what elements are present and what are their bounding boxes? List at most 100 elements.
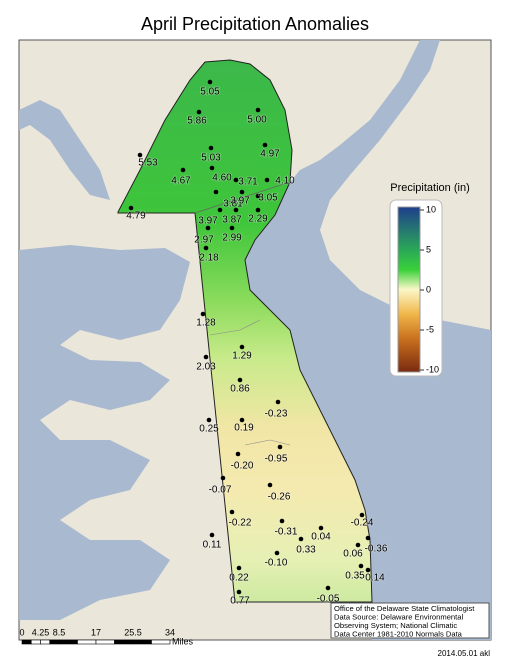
station-value: 0.22 xyxy=(229,573,249,584)
chesapeake-bay xyxy=(19,245,190,620)
station-value: -0.07 xyxy=(209,485,232,496)
station-value: 0.25 xyxy=(199,424,219,435)
station-dot xyxy=(355,542,361,548)
station-value: 0.35 xyxy=(345,571,365,582)
station-dot xyxy=(236,589,242,595)
station-value: -0.31 xyxy=(275,527,298,538)
station-dot xyxy=(255,107,261,113)
station-dot xyxy=(237,377,243,383)
station-dot xyxy=(229,225,235,231)
scale-segment xyxy=(95,639,115,645)
scale-label: 4.25 xyxy=(32,627,50,637)
station-dot xyxy=(203,354,209,360)
legend-tick-label: 10 xyxy=(426,204,436,214)
station-dot xyxy=(279,518,285,524)
station-dot xyxy=(264,177,270,183)
station-dot xyxy=(203,245,209,251)
station-value: -0.36 xyxy=(365,544,388,555)
delaware-bay xyxy=(245,40,491,640)
scale-label: 34 xyxy=(165,627,175,637)
station-value: 0.77 xyxy=(230,596,250,607)
station-value: 3.81 xyxy=(223,199,243,210)
station-value: 4.97 xyxy=(260,149,280,160)
station-dot xyxy=(255,207,261,213)
station-value: 3.97 xyxy=(198,216,218,227)
delaware xyxy=(117,59,373,603)
scale-label: 0 xyxy=(19,627,24,637)
station-value: -0.05 xyxy=(317,594,340,605)
river xyxy=(19,100,110,200)
scale-segment xyxy=(77,639,97,645)
station-dot xyxy=(239,189,245,195)
station-dot xyxy=(275,399,281,405)
station-value: 4.79 xyxy=(126,211,146,222)
station-dot xyxy=(213,189,219,195)
station-dot xyxy=(209,165,215,171)
credit-line: Observing System; National Climatic xyxy=(334,621,457,630)
station-value: 0.06 xyxy=(343,549,363,560)
station-value: 2.03 xyxy=(196,362,216,373)
station-dot xyxy=(208,145,214,151)
station-value: 3.71 xyxy=(238,177,258,188)
station-value: 2.18 xyxy=(199,253,219,264)
station-value: 0.11 xyxy=(203,540,222,551)
scale-segment xyxy=(21,639,32,645)
stations: 5.05 5.86 5.00 5.53 5.03 4.97 4.67 4.60 3.71 4.10… xyxy=(126,79,389,607)
station-dot xyxy=(205,225,211,231)
legend: Precipitation (in) 10 5 0 -5 -10 xyxy=(389,182,470,377)
station-value: 4.60 xyxy=(212,173,232,184)
station-value: 5.03 xyxy=(201,153,221,164)
scale-label: 8.5 xyxy=(53,627,66,637)
station-value: 5.05 xyxy=(200,87,220,98)
map-title: April Precipitation Anomalies xyxy=(141,14,369,34)
station-value: 4.10 xyxy=(275,176,295,187)
station-dot xyxy=(233,207,239,213)
station-value: -0.23 xyxy=(265,409,288,420)
station-value: 1.28 xyxy=(196,318,216,329)
station-dot xyxy=(267,482,273,488)
station-value: 2.97 xyxy=(194,235,214,246)
station-value: -0.22 xyxy=(229,518,252,529)
station-value: 2.29 xyxy=(248,214,268,225)
station-dot xyxy=(209,532,215,538)
station-dot xyxy=(318,525,324,531)
station-value: 4.67 xyxy=(171,176,191,187)
credits: Office of the Delaware State Climatologi… xyxy=(330,602,490,639)
credits-box xyxy=(330,602,490,639)
scale-segment xyxy=(49,639,60,645)
station-value: 0.04 xyxy=(311,532,331,543)
station-dot xyxy=(196,109,202,115)
station-value: 0.33 xyxy=(296,545,316,556)
credit-line: Data Center 1981-2010 Normals Data xyxy=(334,630,463,639)
credit-line: Data Source: Delaware Environmental xyxy=(334,613,463,622)
station-value: 0.19 xyxy=(234,423,254,434)
legend-tick-label: -5 xyxy=(426,324,434,334)
station-value: 5.00 xyxy=(247,115,267,126)
station-dot xyxy=(128,205,134,211)
legend-tick-label: 5 xyxy=(426,244,431,254)
station-value: 0.86 xyxy=(230,384,250,395)
station-value: -0.26 xyxy=(268,492,291,503)
station-dot xyxy=(239,417,245,423)
station-value: 0.14 xyxy=(365,573,385,584)
date: 2014.05.01 akl xyxy=(438,649,491,658)
station-value: 5.53 xyxy=(138,158,158,169)
station-dot xyxy=(229,509,235,515)
station-dot xyxy=(262,142,268,148)
scale-segment xyxy=(40,639,51,645)
station-value: -0.95 xyxy=(265,454,288,465)
station-dot xyxy=(358,563,364,569)
legend-tick-label: 0 xyxy=(426,284,431,294)
station-dot xyxy=(239,344,245,350)
station-dot xyxy=(274,550,280,556)
station-dot xyxy=(236,565,242,571)
legend-tick-label: -10 xyxy=(426,364,439,374)
scale-segment xyxy=(151,639,171,645)
legend-title: Precipitation (in) xyxy=(390,182,469,194)
station-value: -0.20 xyxy=(231,461,254,472)
scale-unit: Miles xyxy=(172,636,194,646)
scale-segment xyxy=(114,639,134,645)
